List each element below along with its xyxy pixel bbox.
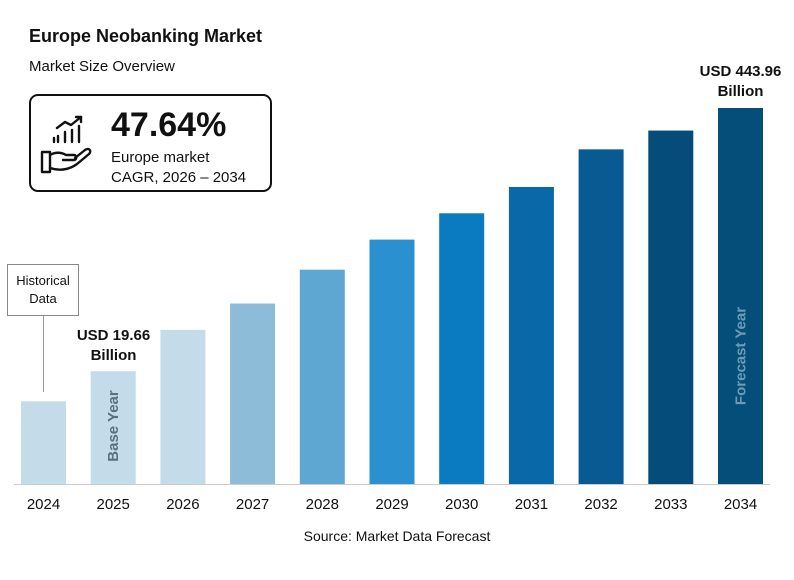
bar-2034 <box>718 108 763 484</box>
chart-subtitle: Market Size Overview <box>29 58 175 75</box>
historical-data-callout: Historical Data <box>7 264 79 316</box>
bar-2031 <box>508 186 554 484</box>
cagr-label-line1: Europe market <box>111 149 210 166</box>
bar-2029 <box>369 239 415 484</box>
start-value-line2: Billion <box>90 347 137 364</box>
x-tick-label: 2028 <box>306 496 339 513</box>
bar-2033 <box>648 130 694 484</box>
start-value-label: USD 19.66 Billion <box>61 326 166 366</box>
source-note: Source: Market Data Forecast <box>303 528 491 544</box>
forecast-year-label: Forecast Year <box>733 307 750 405</box>
cagr-card: 47.64% Europe market CAGR, 2026 – 2034 <box>29 94 272 192</box>
x-tick-label: 2031 <box>515 496 548 513</box>
end-value-line2: Billion <box>717 83 764 100</box>
base-year-label: Base Year <box>105 390 122 462</box>
historical-pointer-line <box>43 316 44 392</box>
cagr-value: 47.64% <box>111 106 227 144</box>
bar-2030 <box>439 213 485 484</box>
growth-chart-hand-icon <box>40 115 92 174</box>
end-value-line1: USD 443.96 <box>699 63 782 80</box>
x-tick-label: 2026 <box>166 496 199 513</box>
chart-title: Europe Neobanking Market <box>29 26 263 46</box>
bar-2032 <box>578 149 624 485</box>
x-tick-label: 2030 <box>445 496 478 513</box>
bar-2025 <box>90 371 136 484</box>
historical-label-line1: Historical <box>16 273 70 288</box>
x-tick-label: 2032 <box>584 496 617 513</box>
historical-label-line2: Data <box>29 291 57 306</box>
bar-2024 <box>21 401 66 484</box>
cagr-label-line2: CAGR, 2026 – 2034 <box>111 169 247 186</box>
x-tick-label: 2027 <box>236 496 269 513</box>
x-tick-label: 2025 <box>97 496 130 513</box>
x-tick-label: 2024 <box>27 496 60 513</box>
bar-2026 <box>160 329 206 484</box>
start-value-line1: USD 19.66 <box>76 327 151 344</box>
bar-2027 <box>230 303 276 484</box>
x-tick-label: 2034 <box>724 496 757 513</box>
x-tick-label: 2033 <box>654 496 687 513</box>
x-tick-label: 2029 <box>375 496 408 513</box>
end-value-label: USD 443.96 Billion <box>683 62 794 102</box>
bar-2028 <box>299 269 345 484</box>
